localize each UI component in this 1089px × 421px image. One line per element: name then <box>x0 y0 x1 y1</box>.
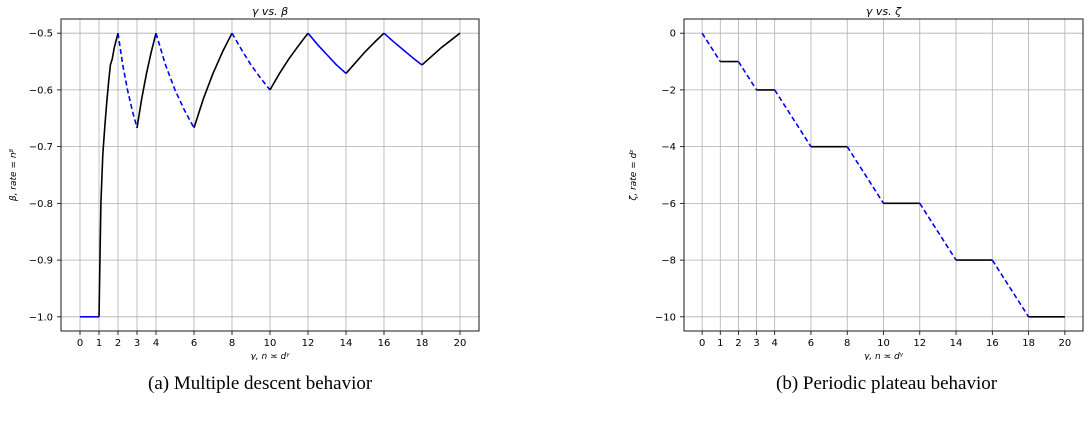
x-tick-label: 10 <box>264 338 277 349</box>
y-tick-label: −0.7 <box>29 142 53 153</box>
x-tick-label: 20 <box>1058 338 1071 349</box>
series-line-5 <box>193 32 233 129</box>
chart-panel-b: 0 1 2 3 4 6 8 10 12 14 16 18 20−10−8−6−4−20γ vs. ζγ,… <box>629 5 1084 360</box>
x-tick-label: 14 <box>950 338 963 349</box>
x-tick-label: 6 <box>808 338 814 349</box>
series-line-4 <box>774 89 812 148</box>
x-tick-label: 2 <box>735 338 741 349</box>
x-tick-label: 12 <box>913 338 926 349</box>
y-tick-label: −0.6 <box>29 85 53 96</box>
x-tick-label: 8 <box>844 338 850 349</box>
series-line-0 <box>701 32 721 62</box>
x-tick-label: 16 <box>986 338 999 349</box>
series-line-2 <box>117 33 138 129</box>
y-tick-label: −0.5 <box>29 29 53 40</box>
x-tick-label: 2 <box>115 338 121 349</box>
y-tick-label: −2 <box>661 85 676 96</box>
series-line-2 <box>737 61 758 91</box>
x-tick-label: 10 <box>877 338 890 349</box>
y-tick-label: −0.8 <box>29 199 53 210</box>
y-tick-label: 0 <box>670 29 676 40</box>
series-line-1 <box>98 32 119 317</box>
x-tick-label: 12 <box>302 338 315 349</box>
y-tick-label: −1.0 <box>29 312 53 323</box>
series-line-6 <box>846 146 885 204</box>
x-tick-label: 4 <box>771 338 777 349</box>
chart-title: γ vs. β <box>252 5 288 18</box>
series-line-3 <box>136 32 157 129</box>
x-tick-label: 4 <box>153 338 159 349</box>
y-tick-label: −6 <box>661 199 676 210</box>
y-tick-label: −4 <box>661 142 676 153</box>
series-line-6 <box>231 32 271 91</box>
x-tick-label: 1 <box>96 338 102 349</box>
x-axis-label: γ, n ≍ dᵞ <box>250 352 290 360</box>
caption-a: (a) Multiple descent behavior <box>148 373 373 394</box>
y-axis-label: ζ, rate = dᶻ <box>629 149 639 201</box>
x-tick-label: 0 <box>77 338 83 349</box>
y-tick-label: −8 <box>661 256 676 267</box>
x-tick-label: 0 <box>699 338 705 349</box>
x-tick-label: 18 <box>416 338 429 349</box>
series-line-8 <box>919 202 957 261</box>
x-tick-label: 3 <box>134 338 140 349</box>
x-tick-label: 8 <box>229 338 235 349</box>
chart-title: γ vs. ζ <box>866 5 902 18</box>
x-tick-label: 3 <box>753 338 759 349</box>
x-tick-label: 1 <box>717 338 723 349</box>
x-tick-label: 14 <box>340 338 353 349</box>
caption-b: (b) Periodic plateau behavior <box>776 373 998 394</box>
x-tick-label: 6 <box>191 338 197 349</box>
series-line-4 <box>155 32 195 129</box>
series-line-11 <box>421 32 461 66</box>
x-tick-label: 20 <box>454 338 467 349</box>
series-line-8 <box>307 32 347 75</box>
y-tick-label: −0.9 <box>29 256 53 267</box>
series-line-9 <box>345 32 385 74</box>
y-axis-label: β, rate = nᵝ <box>9 148 19 202</box>
series-line-10 <box>383 32 423 66</box>
series-line-7 <box>269 32 309 91</box>
x-axis-label: γ, n ≍ dᵞ <box>864 352 904 360</box>
chart-panel-a: 0 1 2 3 4 6 8 10 12 14 16 18 20−1.0−0.9−0.8−0.7−0.6−… <box>9 5 480 360</box>
figure: 0 1 2 3 4 6 8 10 12 14 16 18 20−1.0−0.9−0.8−0.7−0.6−… <box>9 5 1084 360</box>
series-line-10 <box>991 259 1030 318</box>
x-tick-label: 18 <box>1022 338 1035 349</box>
x-tick-label: 16 <box>378 338 391 349</box>
y-tick-label: −10 <box>655 312 676 323</box>
